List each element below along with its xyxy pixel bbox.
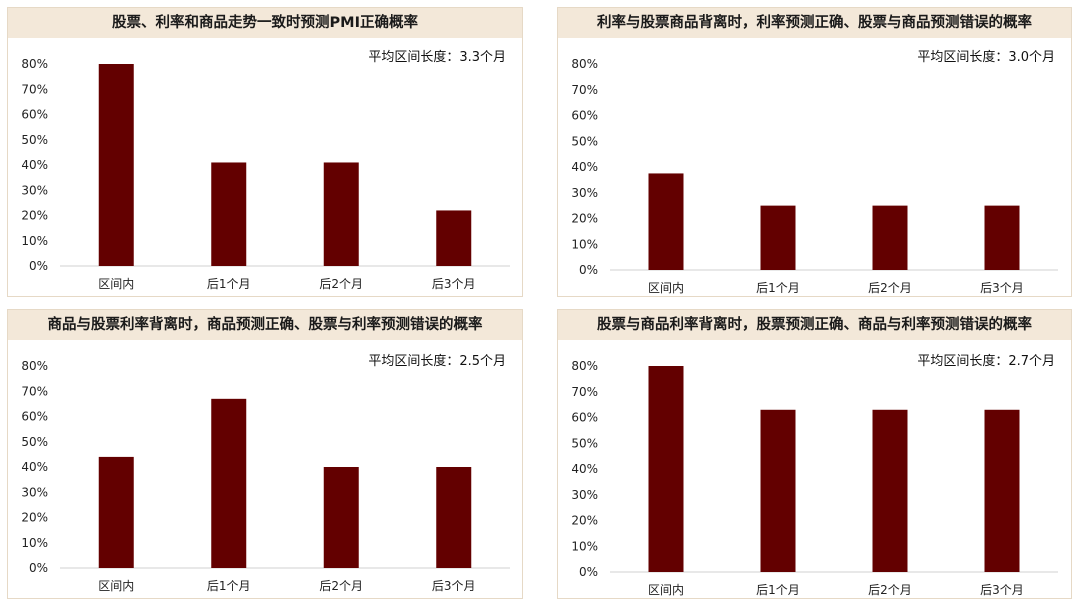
x-tick-label: 后3个月 [432, 579, 476, 593]
y-tick-label: 40% [571, 462, 598, 476]
x-tick-label: 后1个月 [756, 281, 800, 295]
bar [872, 205, 908, 270]
chart-title: 利率与股票商品背离时，利率预测正确、股票与商品预测错误的概率 [558, 8, 1071, 38]
bar [323, 467, 359, 568]
chart-annotation: 平均区间长度：3.0个月 [917, 50, 1055, 65]
bar [211, 162, 247, 266]
bar [436, 467, 472, 568]
x-tick-label: 后3个月 [980, 583, 1024, 597]
y-tick-label: 20% [571, 514, 598, 528]
bar-chart: 0% 10% 20% 30% 40% 50% 60% 70% 80% 区间内 后1个月 后2个月 后3个… [21, 359, 510, 593]
chart-title: 商品与股票利率背离时，商品预测正确、股票与利率预测错误的概率 [8, 310, 522, 340]
y-tick-label: 10% [571, 539, 598, 553]
y-tick-label: 30% [21, 485, 48, 499]
chart-title: 股票与商品利率背离时，股票预测正确、商品与利率预测错误的概率 [558, 310, 1071, 340]
bar [211, 398, 247, 568]
y-tick-label: 0% [29, 561, 48, 575]
bar [648, 173, 684, 270]
y-tick-label: 20% [21, 209, 48, 223]
y-tick-label: 40% [571, 160, 598, 174]
y-tick-label: 0% [29, 259, 48, 273]
chart-title: 股票、利率和商品走势一致时预测PMI正确概率 [8, 8, 522, 38]
x-tick-label: 后2个月 [868, 583, 912, 597]
y-tick-label: 60% [571, 109, 598, 123]
y-tick-label: 60% [571, 411, 598, 425]
y-tick-label: 10% [571, 237, 598, 251]
chart-annotation: 平均区间长度：3.3个月 [368, 50, 506, 65]
bar [323, 162, 359, 266]
bar-chart: 0% 10% 20% 30% 40% 50% 60% 70% 80% 区间内 后1个月 后2个月 后3个… [21, 57, 510, 291]
y-tick-label: 50% [571, 436, 598, 450]
y-tick-label: 0% [579, 263, 598, 277]
y-tick-label: 80% [571, 359, 598, 373]
y-tick-label: 20% [571, 212, 598, 226]
y-tick-label: 40% [21, 460, 48, 474]
y-tick-label: 60% [21, 108, 48, 122]
y-tick-label: 30% [571, 186, 598, 200]
bar [984, 205, 1020, 270]
y-tick-label: 50% [21, 133, 48, 147]
y-tick-label: 60% [21, 410, 48, 424]
y-tick-label: 30% [21, 183, 48, 197]
y-tick-label: 30% [571, 488, 598, 502]
y-tick-label: 80% [21, 359, 48, 373]
y-tick-label: 50% [21, 435, 48, 449]
y-tick-label: 50% [571, 134, 598, 148]
x-tick-label: 后3个月 [432, 277, 476, 291]
y-tick-label: 70% [21, 384, 48, 398]
chart-annotation: 平均区间长度：2.5个月 [368, 354, 506, 369]
bar [436, 210, 472, 266]
x-tick-label: 区间内 [648, 281, 684, 295]
chart-panel-1: 股票、利率和商品走势一致时预测PMI正确概率 平均区间长度：3.3个月 0% 10… [7, 7, 523, 297]
y-tick-label: 10% [21, 536, 48, 550]
bar [98, 456, 134, 568]
bar [872, 409, 908, 572]
y-tick-label: 10% [21, 234, 48, 248]
chart-panel-2: 利率与股票商品背离时，利率预测正确、股票与商品预测错误的概率 平均区间长度：3.… [557, 7, 1072, 297]
x-tick-label: 区间内 [648, 583, 684, 597]
bar [648, 366, 684, 572]
chart-annotation: 平均区间长度：2.7个月 [917, 354, 1055, 369]
bar [984, 409, 1020, 572]
y-tick-label: 80% [571, 57, 598, 71]
x-tick-label: 区间内 [98, 579, 134, 593]
y-tick-label: 20% [21, 511, 48, 525]
bar-chart: 0% 10% 20% 30% 40% 50% 60% 70% 80% 区间内 后1个月 后2个月 后3个… [571, 359, 1058, 597]
x-tick-label: 后2个月 [868, 281, 912, 295]
bar-chart: 0% 10% 20% 30% 40% 50% 60% 70% 80% 区间内 后1个月 后2个月 后3个… [571, 57, 1058, 295]
y-tick-label: 40% [21, 158, 48, 172]
x-tick-label: 后3个月 [980, 281, 1024, 295]
bar [98, 64, 134, 266]
bar [760, 205, 796, 270]
x-tick-label: 区间内 [98, 277, 134, 291]
x-tick-label: 后2个月 [319, 579, 363, 593]
chart-panel-3: 商品与股票利率背离时，商品预测正确、股票与利率预测错误的概率 平均区间长度：2.… [7, 309, 523, 599]
y-tick-label: 0% [579, 565, 598, 579]
y-tick-label: 70% [571, 83, 598, 97]
y-tick-label: 70% [571, 385, 598, 399]
x-tick-label: 后1个月 [207, 579, 251, 593]
x-tick-label: 后2个月 [319, 277, 363, 291]
chart-panel-4: 股票与商品利率背离时，股票预测正确、商品与利率预测错误的概率 平均区间长度：2.… [557, 309, 1072, 599]
x-tick-label: 后1个月 [756, 583, 800, 597]
bar [760, 409, 796, 572]
x-tick-label: 后1个月 [207, 277, 251, 291]
y-tick-label: 70% [21, 82, 48, 96]
y-tick-label: 80% [21, 57, 48, 71]
